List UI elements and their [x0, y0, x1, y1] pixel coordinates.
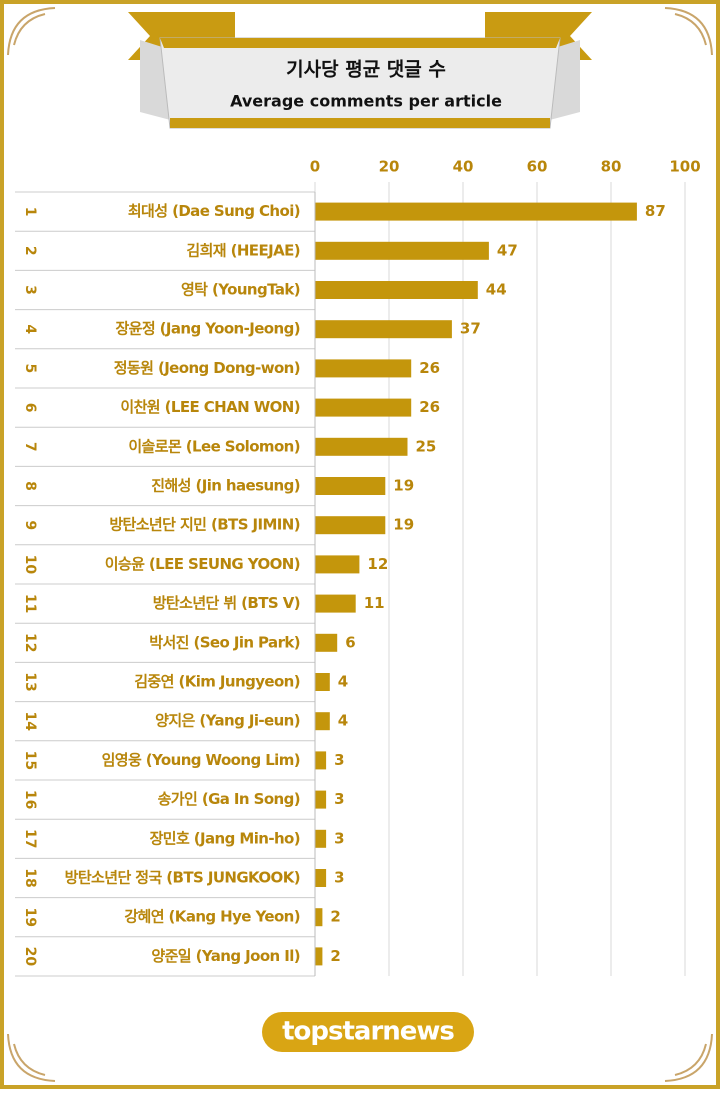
rank-label: 3 — [22, 285, 38, 295]
y-tick-label: 강혜연 (Kang Hye Yeon) — [124, 908, 300, 926]
rank-label: 7 — [22, 442, 38, 452]
rank-label: 5 — [22, 364, 38, 374]
bar — [315, 359, 412, 378]
y-tick-label: 송가인 (Ga In Song) — [158, 790, 300, 808]
value-label: 4 — [338, 673, 348, 691]
x-tick-label: 100 — [669, 158, 700, 176]
rank-label: 8 — [22, 481, 38, 491]
y-tick-label: 이찬원 (LEE CHAN WON) — [120, 398, 300, 416]
bar — [315, 633, 338, 652]
rank-label: 10 — [22, 555, 38, 575]
rank-label: 18 — [22, 868, 38, 887]
rank-label: 4 — [22, 324, 38, 334]
logo-badge — [262, 1012, 474, 1052]
value-label: 87 — [645, 202, 666, 220]
bar — [315, 477, 386, 495]
y-tick-label: 이승윤 (LEE SEUNG YOON) — [105, 555, 300, 573]
value-label: 11 — [364, 594, 385, 612]
rank-label: 17 — [22, 829, 38, 848]
bar — [315, 398, 412, 417]
rank-label: 2 — [22, 246, 38, 256]
x-tick-label: 0 — [310, 158, 320, 176]
y-tick-label: 이솔로몬 (Lee Solomon) — [128, 437, 300, 455]
x-tick-label: 80 — [601, 158, 622, 176]
chart-title: 기사당 평균 댓글 수 — [286, 59, 446, 81]
x-tick-label: 20 — [379, 158, 400, 176]
rank-label: 14 — [22, 711, 38, 731]
bar — [315, 790, 327, 809]
y-tick-label: 영탁 (YoungTak) — [181, 281, 300, 299]
y-tick-label: 정동원 (Jeong Dong-won) — [114, 359, 300, 377]
value-label: 19 — [393, 516, 414, 534]
value-label: 3 — [334, 790, 344, 808]
value-label: 2 — [330, 908, 340, 926]
bar — [315, 241, 489, 260]
bar — [315, 869, 327, 887]
value-label: 12 — [367, 555, 388, 573]
value-label: 26 — [419, 398, 440, 416]
bar — [315, 320, 452, 339]
title-banner — [128, 12, 592, 129]
value-label: 26 — [419, 359, 440, 377]
y-tick-label: 방탄소년단 뷔 (BTS V) — [153, 594, 300, 612]
value-label: 6 — [345, 633, 355, 651]
bar — [315, 712, 330, 731]
bar — [315, 516, 386, 535]
bar — [315, 673, 330, 691]
bar — [315, 751, 327, 770]
logo: topstarnews — [282, 1017, 454, 1047]
y-tick-label: 최대성 (Dae Sung Choi) — [128, 202, 300, 220]
value-label: 47 — [497, 241, 518, 259]
y-tick-label: 임영웅 (Young Woong Lim) — [102, 751, 300, 769]
y-tick-label: 방탄소년단 지민 (BTS JIMIN) — [109, 516, 300, 534]
bar — [315, 281, 478, 299]
bar — [315, 202, 637, 221]
value-label: 37 — [460, 320, 481, 338]
rank-label: 15 — [22, 751, 38, 770]
bar — [315, 947, 323, 966]
bar — [315, 555, 360, 574]
rank-label: 9 — [22, 520, 38, 530]
chart-subtitle: Average comments per article — [230, 92, 502, 111]
rank-label: 13 — [22, 672, 38, 691]
value-label: 4 — [338, 712, 348, 730]
bar — [315, 908, 323, 927]
y-tick-label: 양준일 (Yang Joon Il) — [151, 947, 300, 965]
rank-label: 20 — [22, 947, 38, 967]
y-tick-label: 김희재 (HEEJAE) — [186, 241, 300, 259]
rank-label: 11 — [22, 594, 38, 613]
y-tick-label: 장민호 (Jang Min-ho) — [150, 829, 300, 847]
rank-label: 1 — [22, 207, 38, 217]
y-tick-label: 장윤정 (Jang Yoon-Jeong) — [115, 320, 300, 338]
value-label: 19 — [393, 477, 414, 495]
y-tick-label: 박서진 (Seo Jin Park) — [149, 633, 300, 651]
y-tick-label: 방탄소년단 정국 (BTS JUNGKOOK) — [65, 869, 300, 887]
value-label: 3 — [334, 829, 344, 847]
rank-label: 19 — [22, 907, 38, 926]
rank-label: 6 — [22, 403, 38, 413]
x-tick-label: 40 — [453, 158, 474, 176]
bar — [315, 437, 408, 456]
corner-ornaments — [7, 7, 713, 1082]
y-tick-label: 김중연 (Kim Jungyeon) — [134, 673, 300, 691]
value-label: 3 — [334, 869, 344, 887]
rank-label: 16 — [22, 790, 38, 809]
x-tick-label: 60 — [527, 158, 548, 176]
y-tick-label: 진해성 (Jin haesung) — [151, 477, 300, 495]
bar — [315, 829, 327, 848]
value-label: 2 — [330, 947, 340, 965]
value-label: 44 — [486, 281, 507, 299]
rank-label: 12 — [22, 633, 38, 652]
value-label: 3 — [334, 751, 344, 769]
y-tick-label: 양지은 (Yang Ji-eun) — [155, 712, 300, 730]
value-label: 25 — [416, 437, 437, 455]
bar — [315, 594, 356, 613]
